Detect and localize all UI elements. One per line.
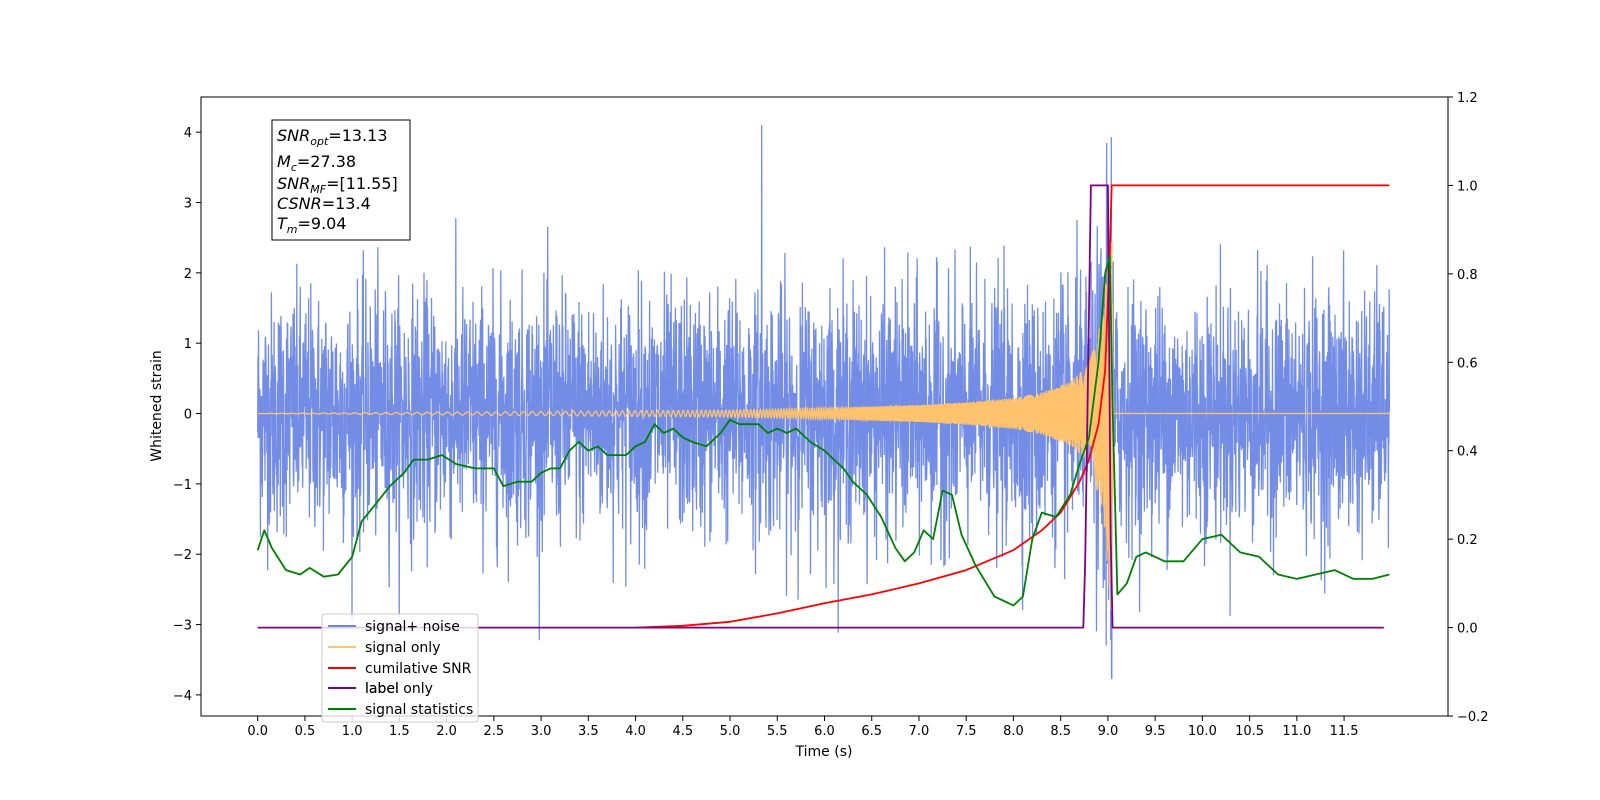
x-tick-label: 6.5 xyxy=(861,724,882,739)
annotation-subscript: m xyxy=(287,223,298,236)
annotation-symbol: SNR xyxy=(277,174,310,193)
y-tick-label: −2 xyxy=(173,548,192,563)
legend-hidden-text: label only xyxy=(365,681,433,697)
x-tick-label: 8.5 xyxy=(1050,724,1071,739)
annotation-line-snr-opt: SNRopt=13.13 xyxy=(277,126,388,148)
annotation-box-frame xyxy=(271,119,411,241)
x-tick-label: 7.5 xyxy=(956,724,977,739)
series-signal-statistics xyxy=(256,255,1390,607)
series-label xyxy=(257,184,1384,629)
x-tick-label: 0.5 xyxy=(295,724,316,739)
y2-tick-label: 1.0 xyxy=(1457,179,1478,194)
x-tick-label: 4.5 xyxy=(672,724,693,739)
annotation-symbol: T xyxy=(277,214,288,233)
y2-tick-label: −0.2 xyxy=(1457,710,1489,725)
x-tick-label: 1.0 xyxy=(342,724,363,739)
annotation-subscript: c xyxy=(291,161,297,174)
annotation-line-csnr: CSNR=13.4 xyxy=(277,194,371,213)
annotation-value: =[11.55] xyxy=(326,174,398,193)
x-tick-label: 5.0 xyxy=(720,724,741,739)
y-tick-label: 4 xyxy=(184,126,192,141)
annotation-symbol: M xyxy=(277,152,291,171)
x-tick-label: 1.5 xyxy=(389,724,410,739)
x-tick-label: 9.0 xyxy=(1098,724,1119,739)
annotation-line-tm: Tm=9.04 xyxy=(277,214,347,236)
annotation-value: =13.4 xyxy=(322,194,371,213)
annotation-subscript: MF xyxy=(310,183,326,196)
x-tick-label: 2.0 xyxy=(436,724,457,739)
x-axis: 0.0 0.5 1.0 1.5 2.0 2.5 3.0 3.5 4.0 4.5 5.0 5.5 6.0 6… xyxy=(247,716,1359,739)
series-cumulative-snr xyxy=(635,184,1390,629)
x-tick-label: 10.5 xyxy=(1235,724,1264,739)
y2-tick-label: 0.2 xyxy=(1457,533,1478,548)
y2-tick-label: 0.8 xyxy=(1457,268,1478,283)
y-tick-label: 1 xyxy=(184,337,192,352)
x-tick-label: 4.0 xyxy=(625,724,646,739)
y2-tick-label: 0.6 xyxy=(1457,356,1478,371)
y-tick-label: −4 xyxy=(173,689,192,704)
y-axis-title: Whitened strain xyxy=(149,350,165,461)
y-tick-label: −3 xyxy=(173,619,192,634)
x-tick-label: 8.0 xyxy=(1003,724,1024,739)
annotation-value: =13.13 xyxy=(328,126,387,145)
x-tick-label: 2.5 xyxy=(484,724,505,739)
x-axis-title: Time (s) xyxy=(795,744,853,760)
legend: label only signal+ noise signal only cum… xyxy=(321,613,479,723)
annotation-value: =27.38 xyxy=(297,152,356,171)
x-tick-label: 3.0 xyxy=(531,724,552,739)
legend-label-label: label xyxy=(365,681,399,697)
series-signal-only xyxy=(257,225,1390,611)
annotation-symbol: CSNR xyxy=(277,194,322,213)
y-tick-label: −1 xyxy=(173,478,192,493)
y2-tick-label: 0.4 xyxy=(1457,445,1478,460)
series-layer xyxy=(256,125,1391,680)
x-tick-label: 6.0 xyxy=(814,724,835,739)
y-tick-label: 0 xyxy=(184,408,192,423)
y2-tick-label: 0.0 xyxy=(1457,622,1478,637)
legend-frame xyxy=(321,613,479,723)
y-tick-label: 3 xyxy=(184,197,192,212)
x-tick-label: 3.5 xyxy=(578,724,599,739)
x-tick-label: 11.0 xyxy=(1282,724,1311,739)
y-axis-right: −0.2 0.0 0.2 0.4 0.6 0.8 1.0 1.2 xyxy=(1448,91,1489,725)
x-tick-label: 5.5 xyxy=(767,724,788,739)
annotation-line-mc: Mc=27.38 xyxy=(277,152,356,174)
y2-tick-label: 1.2 xyxy=(1457,91,1478,106)
x-tick-label: 7.0 xyxy=(909,724,930,739)
x-tick-label: 0.0 xyxy=(247,724,268,739)
x-tick-label: 10.0 xyxy=(1188,724,1217,739)
y-axis-left: −4 −3 −2 −1 0 1 2 3 4 xyxy=(173,126,201,704)
y-tick-label: 2 xyxy=(184,267,192,282)
annotation-symbol: SNR xyxy=(277,126,310,145)
annotation-subscript: opt xyxy=(310,135,329,148)
annotation-box: SNRopt=13.13 Mc=27.38 SNRMF=[11.55] CSNR… xyxy=(271,119,411,241)
x-tick-label: 11.5 xyxy=(1330,724,1359,739)
legend-label-signal-statistics: signal statistics xyxy=(365,702,473,718)
legend-label-cumulative-snr: cumilative SNR xyxy=(365,661,472,677)
annotation-line-snr-mf: SNRMF=[11.55] xyxy=(277,174,398,196)
legend-label-signal-noise: signal+ noise xyxy=(365,619,460,635)
x-tick-label: 9.5 xyxy=(1145,724,1166,739)
legend-label-signal-only: signal only xyxy=(365,640,440,656)
annotation-value: =9.04 xyxy=(298,214,347,233)
